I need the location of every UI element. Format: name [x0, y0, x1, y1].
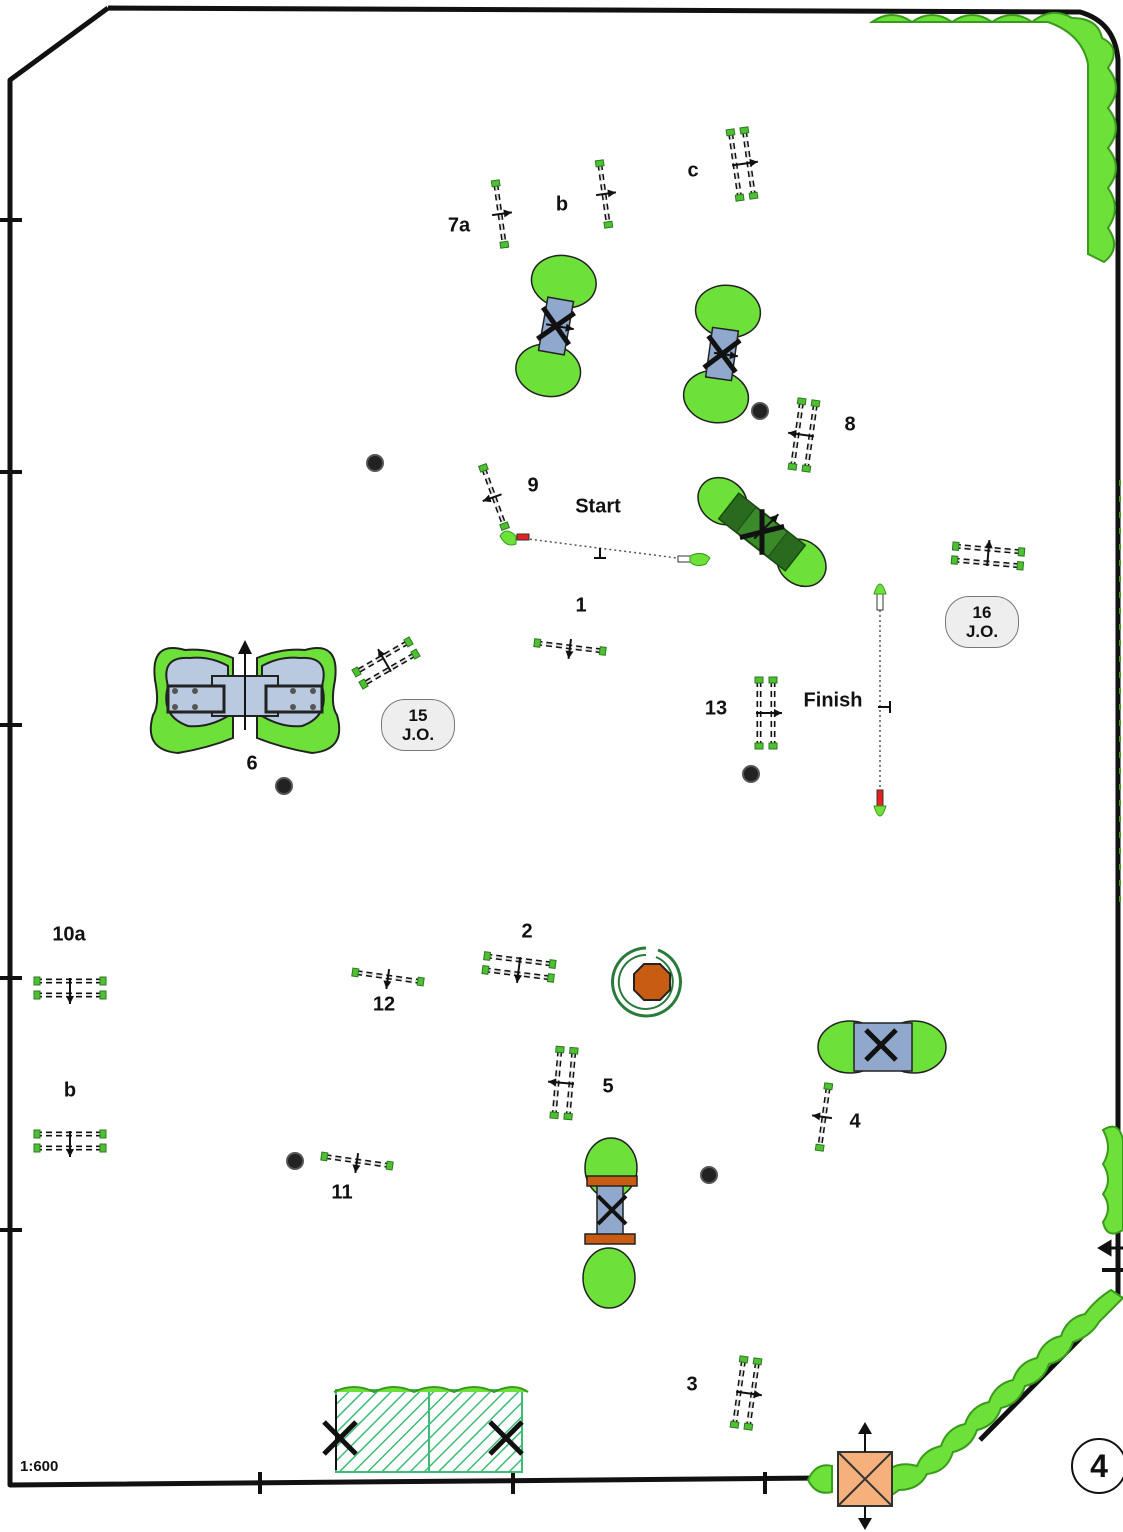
water-upper-left[interactable] [512, 250, 601, 401]
label-4: 4 [849, 1110, 861, 1133]
finish-label: Finish [803, 689, 863, 712]
warmup-area [322, 1386, 529, 1473]
label-6: 6 [246, 752, 258, 775]
label-8: 8 [844, 413, 856, 436]
page-number-badge: 4 [1071, 1438, 1123, 1494]
jump-off-text: J.O. [965, 622, 999, 641]
fence-12[interactable] [351, 964, 425, 994]
jump-off-badge-15: 15 J.O. [381, 699, 455, 751]
water-lower[interactable] [582, 1137, 638, 1309]
label-12: 12 [372, 993, 396, 1016]
label-7b: b [555, 193, 569, 216]
hedge-top-right [868, 11, 1117, 264]
cross-icon [596, 1194, 628, 1226]
fence-7b[interactable] [591, 159, 620, 229]
finish-line [873, 583, 891, 817]
boundary-ticks [0, 218, 1123, 1494]
exit-arrow-icon [1097, 1239, 1123, 1257]
obstacle-6-water-tray[interactable] [149, 640, 341, 755]
hedge-right-lower [1101, 1125, 1123, 1235]
turn-markers [275, 402, 769, 1184]
cross-icon [322, 1420, 358, 1456]
label-10b: b [63, 1079, 77, 1102]
fence-2[interactable] [481, 951, 557, 988]
jump-off-number: 15 [408, 706, 428, 725]
cross-icon [702, 334, 742, 374]
fence-16[interactable] [950, 537, 1026, 571]
start-line [499, 530, 711, 567]
fence-13[interactable] [754, 676, 782, 750]
fence-3[interactable] [729, 1355, 767, 1431]
fence-4[interactable] [807, 1082, 836, 1152]
fence-1[interactable] [533, 635, 607, 664]
fence-7a[interactable] [487, 179, 516, 249]
label-7c: c [687, 159, 699, 182]
label-7a: 7a [447, 214, 471, 237]
cross-icon [536, 306, 576, 346]
fence-9[interactable] [471, 462, 513, 533]
water-upper-right[interactable] [680, 281, 764, 427]
jump-off-number: 16 [972, 603, 992, 622]
label-5: 5 [602, 1075, 614, 1098]
start-label: Start [575, 495, 621, 518]
cross-icon [488, 1420, 524, 1456]
label-1: 1 [575, 594, 587, 617]
water-right[interactable] [817, 1020, 947, 1074]
cross-icon [864, 1028, 898, 1062]
label-9: 9 [527, 474, 539, 497]
hedge-combination[interactable] [689, 466, 837, 596]
fence-5[interactable] [545, 1045, 579, 1121]
jump-off-badge-16: 16 J.O. [945, 596, 1019, 648]
label-10a: 10a [52, 923, 86, 946]
central-oxer-circle[interactable] [611, 946, 682, 1018]
label-2: 2 [521, 920, 533, 943]
label-13: 13 [704, 697, 728, 720]
hedge-bottom-left-gate [806, 1464, 833, 1494]
fence-8[interactable] [783, 397, 821, 473]
jump-off-text: J.O. [401, 725, 435, 744]
entrance-gate[interactable] [837, 1422, 893, 1530]
fence-10b[interactable] [33, 1129, 107, 1157]
label-3: 3 [686, 1373, 698, 1396]
fence-11[interactable] [320, 1148, 394, 1178]
fence-7c[interactable] [725, 126, 763, 202]
label-11: 11 [331, 1181, 353, 1204]
fence-15[interactable] [349, 633, 421, 690]
scale-label: 1:600 [20, 1458, 59, 1475]
fence-10a[interactable] [33, 976, 107, 1004]
